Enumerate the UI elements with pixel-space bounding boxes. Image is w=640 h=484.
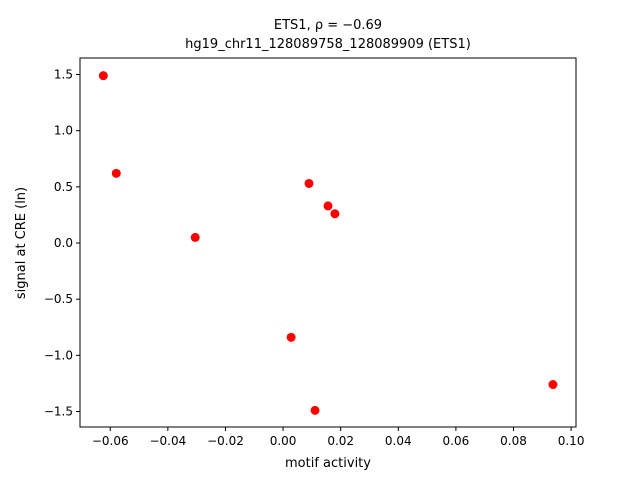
x-tick-label: −0.04 [149,434,186,448]
point [548,380,558,390]
point [111,168,121,178]
x-tick-label: −0.06 [92,434,129,448]
y-tick-label: −1.5 [44,404,73,418]
point [304,178,314,188]
x-tick-label: 0.06 [443,434,470,448]
x-tick-label: 0.02 [327,434,354,448]
point [323,201,333,211]
axes-frame [79,57,577,428]
point [98,71,108,81]
x-tick-label: 0.10 [558,434,585,448]
y-tick-label: 0.5 [54,180,73,194]
x-tick-label: −0.02 [207,434,244,448]
y-tick-label: −1.0 [44,348,73,362]
y-tick-label: 1.0 [54,124,73,138]
x-axis-label: motif activity [285,456,371,471]
point [330,209,340,219]
chart-title: ETS1, ρ = −0.69 [274,18,382,33]
y-tick-label: 1.5 [54,68,73,82]
y-tick-label: −0.5 [44,292,73,306]
chart-subtitle: hg19_chr11_128089758_128089909 (ETS1) [185,37,471,52]
point [310,405,320,415]
point [286,332,296,342]
x-tick-label: 0.08 [500,434,527,448]
y-axis-label: signal at CRE (ln) [14,187,29,299]
x-tick-label: 0.04 [385,434,412,448]
point [190,232,200,242]
y-tick-label: 0.0 [54,236,73,250]
x-tick-label: 0.00 [270,434,297,448]
